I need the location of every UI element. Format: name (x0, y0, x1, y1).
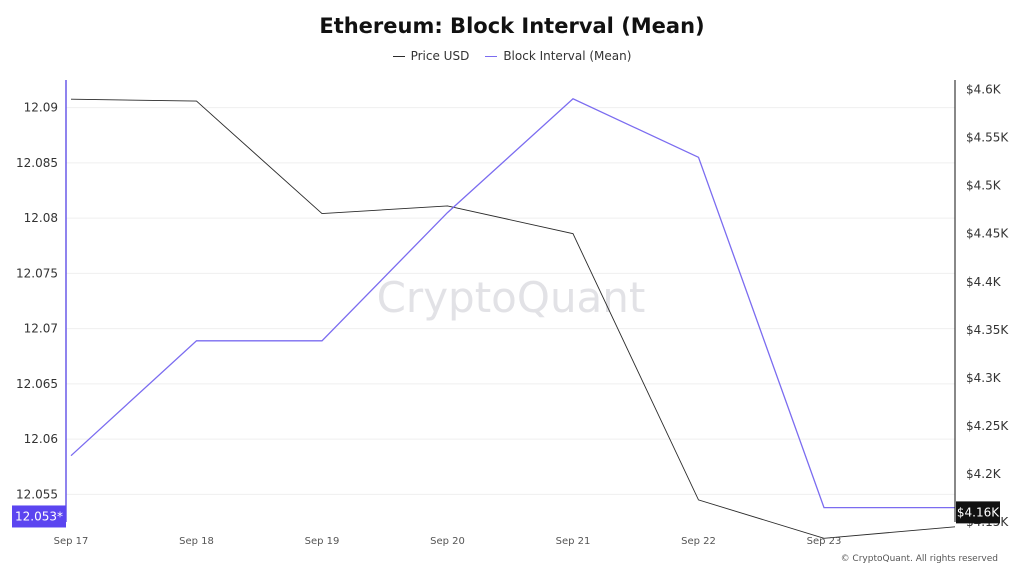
plot-lines (70, 98, 956, 539)
right-tick-label: $4.35K (966, 323, 1009, 337)
left-tick-label: 12.09 (24, 101, 58, 115)
x-tick-label: Sep 19 (305, 536, 340, 547)
left-tick-label: 12.08 (24, 211, 58, 225)
left-tick-label: 12.06 (24, 432, 58, 446)
x-tick-label: Sep 17 (54, 536, 89, 547)
chart-title: Ethereum: Block Interval (Mean) (319, 14, 705, 38)
legend-item-price[interactable]: Price USD (392, 49, 470, 63)
right-tick-label: $4.3K (966, 371, 1002, 385)
legend-label-block-interval: Block Interval (Mean) (503, 49, 632, 63)
left-tick-label: 12.07 (24, 322, 58, 336)
x-tick-label: Sep 20 (430, 536, 465, 547)
series-line-price (70, 98, 956, 539)
chart-legend: Price USD Block Interval (Mean) (0, 49, 1024, 63)
right-current-value-badge (956, 501, 1000, 524)
x-tick-label: Sep 18 (179, 536, 214, 547)
right-tick-label: $4.2K (966, 467, 1002, 481)
x-tick-label: Sep 22 (681, 536, 716, 547)
x-tick-label: Sep 23 (807, 536, 842, 547)
left-tick-label: 12.075 (16, 266, 58, 280)
series-line-block-interval (70, 98, 955, 509)
right-tick-label: $4.25K (966, 419, 1009, 433)
legend-item-block-interval[interactable]: Block Interval (Mean) (485, 49, 631, 63)
left-tick-label: 12.085 (16, 156, 58, 170)
right-tick-label: $4.45K (966, 227, 1009, 241)
right-current-value-label: $4.16K (957, 505, 1000, 519)
left-tick-label: 12.055 (16, 487, 58, 501)
right-tick-label: $4.4K (966, 275, 1002, 289)
axes: 12.055 12.06 12.065 12.07 12.075 12.08 12.085 1… (12, 80, 1009, 547)
legend-label-price: Price USD (410, 49, 470, 63)
legend-swatch-block-interval (485, 55, 498, 57)
right-tick-label: $4.5K (966, 179, 1002, 193)
x-tick-label: Sep 21 (556, 536, 591, 547)
left-current-value-badge (12, 505, 66, 528)
left-tick-label: 12.065 (16, 377, 58, 391)
watermark: CryptoQuant (377, 273, 646, 322)
left-current-value-label: 12.053* (15, 509, 63, 523)
copyright-footer: © CryptoQuant. All rights reserved (840, 554, 998, 564)
grid-lines (66, 107, 955, 495)
right-tick-label: $4.55K (966, 131, 1009, 145)
legend-swatch-price (392, 55, 405, 57)
right-tick-label: $4.6K (966, 83, 1002, 97)
